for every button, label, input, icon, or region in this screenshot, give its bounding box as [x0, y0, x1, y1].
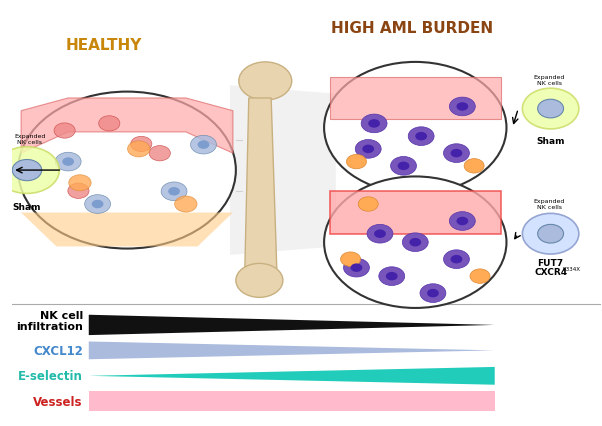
Circle shape — [408, 127, 434, 146]
Circle shape — [379, 267, 405, 286]
Text: CXCR4: CXCR4 — [534, 267, 567, 276]
Text: E-selectin: E-selectin — [18, 369, 83, 383]
Text: Sham: Sham — [13, 202, 41, 211]
Text: NK cell
infiltration: NK cell infiltration — [16, 310, 83, 332]
Circle shape — [368, 120, 380, 128]
Circle shape — [450, 212, 476, 231]
Text: Vessels: Vessels — [33, 395, 83, 408]
Circle shape — [62, 158, 74, 167]
Circle shape — [386, 272, 398, 281]
Circle shape — [191, 136, 217, 155]
Circle shape — [450, 98, 476, 116]
Circle shape — [523, 214, 579, 254]
Circle shape — [409, 239, 421, 247]
Circle shape — [161, 182, 187, 201]
Circle shape — [149, 146, 170, 161]
Circle shape — [358, 197, 378, 212]
Circle shape — [344, 259, 370, 277]
Circle shape — [18, 92, 236, 249]
Circle shape — [168, 187, 180, 196]
Circle shape — [464, 159, 484, 174]
Bar — [88, 391, 495, 412]
Polygon shape — [330, 192, 501, 234]
Circle shape — [54, 124, 75, 139]
Polygon shape — [21, 99, 233, 154]
Circle shape — [367, 225, 393, 244]
Polygon shape — [88, 342, 495, 360]
Circle shape — [55, 153, 81, 172]
Circle shape — [350, 264, 362, 272]
Circle shape — [197, 141, 209, 150]
Circle shape — [427, 289, 439, 298]
Circle shape — [391, 157, 417, 176]
Circle shape — [324, 63, 506, 194]
Circle shape — [456, 217, 468, 226]
Circle shape — [99, 116, 120, 132]
Circle shape — [538, 100, 563, 118]
Text: Expanded
NK cells: Expanded NK cells — [534, 75, 565, 86]
Circle shape — [236, 264, 283, 298]
Text: Sham: Sham — [536, 137, 565, 146]
Circle shape — [175, 196, 197, 213]
Circle shape — [324, 177, 506, 308]
Text: CXCL12: CXCL12 — [33, 344, 83, 357]
Circle shape — [85, 195, 111, 214]
Circle shape — [341, 252, 361, 267]
Circle shape — [131, 137, 152, 152]
Circle shape — [470, 269, 490, 284]
Circle shape — [420, 284, 446, 303]
Circle shape — [374, 230, 386, 239]
Polygon shape — [88, 367, 495, 385]
Circle shape — [538, 225, 563, 244]
Circle shape — [444, 144, 470, 163]
Circle shape — [0, 147, 60, 194]
Circle shape — [128, 141, 150, 158]
Polygon shape — [88, 315, 495, 335]
Polygon shape — [244, 99, 277, 276]
Circle shape — [68, 184, 89, 199]
Text: Expanded
NK cells: Expanded NK cells — [14, 134, 46, 144]
Circle shape — [347, 155, 367, 170]
Circle shape — [450, 255, 462, 264]
Polygon shape — [230, 86, 336, 255]
Circle shape — [398, 162, 409, 171]
Circle shape — [415, 132, 427, 141]
Text: FUT7: FUT7 — [538, 259, 563, 268]
Circle shape — [12, 160, 42, 181]
Circle shape — [92, 200, 104, 209]
Polygon shape — [330, 78, 501, 120]
Circle shape — [444, 250, 470, 269]
Circle shape — [402, 233, 428, 252]
Circle shape — [361, 115, 387, 133]
Text: R334X: R334X — [562, 267, 580, 272]
Text: HEALTHY: HEALTHY — [65, 38, 141, 53]
Polygon shape — [21, 213, 233, 247]
Circle shape — [355, 140, 381, 159]
Circle shape — [239, 63, 292, 101]
Circle shape — [69, 176, 91, 191]
Circle shape — [450, 150, 462, 158]
Text: HIGH AML BURDEN: HIGH AML BURDEN — [331, 21, 494, 36]
Circle shape — [362, 145, 374, 154]
Circle shape — [456, 103, 468, 112]
Text: Expanded
NK cells: Expanded NK cells — [534, 199, 565, 210]
Circle shape — [523, 89, 579, 130]
